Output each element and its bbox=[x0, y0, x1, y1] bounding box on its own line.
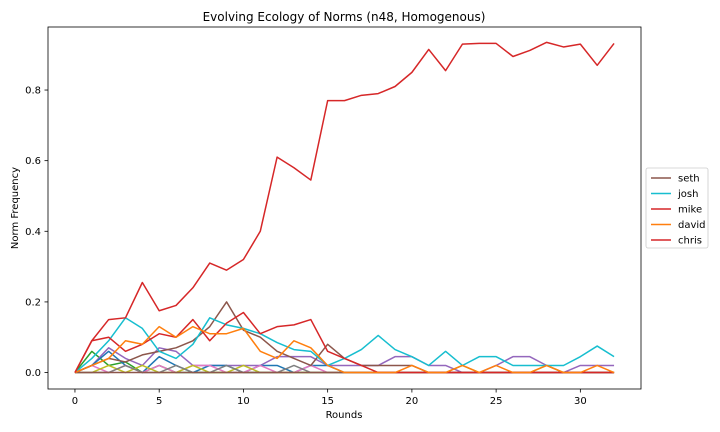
legend-box bbox=[645, 167, 709, 249]
legend-label-seth: seth bbox=[678, 174, 700, 185]
x-tick-label: 20 bbox=[406, 396, 419, 407]
x-tick-label: 10 bbox=[237, 396, 250, 407]
y-tick-label: 0.2 bbox=[25, 297, 41, 308]
x-axis-ticks: 0 5 10 15 20 25 30 bbox=[72, 389, 587, 407]
x-axis-label: Rounds bbox=[326, 410, 363, 421]
y-axis-label: Norm Frequency bbox=[10, 167, 21, 249]
y-tick-label: 0.4 bbox=[25, 227, 41, 238]
x-tick-label: 30 bbox=[574, 396, 587, 407]
y-tick-label: 0.8 bbox=[25, 86, 41, 97]
legend: seth josh mike david chris bbox=[645, 167, 709, 249]
series-line-david bbox=[74, 325, 615, 374]
x-tick-label: 5 bbox=[156, 396, 162, 407]
series-line-chris bbox=[74, 41, 615, 373]
legend-label-josh: josh bbox=[677, 189, 698, 200]
plot-lines bbox=[74, 41, 615, 374]
x-tick-label: 15 bbox=[321, 396, 334, 407]
chart-title: Evolving Ecology of Norms (n48, Homogeno… bbox=[203, 10, 486, 24]
legend-entries: seth josh mike david chris bbox=[651, 174, 706, 247]
series-line-unlabeled-6 bbox=[74, 347, 615, 374]
legend-label-chris: chris bbox=[678, 236, 702, 247]
y-tick-label: 0.6 bbox=[25, 156, 41, 167]
legend-label-mike: mike bbox=[678, 205, 702, 216]
y-tick-label: 0.0 bbox=[25, 368, 41, 379]
x-tick-label: 25 bbox=[490, 396, 503, 407]
x-tick-label: 0 bbox=[72, 396, 78, 407]
y-axis-ticks: 0.0 0.2 0.4 0.6 0.8 bbox=[25, 86, 48, 379]
plot-frame bbox=[47, 26, 642, 390]
legend-label-david: david bbox=[678, 220, 706, 231]
